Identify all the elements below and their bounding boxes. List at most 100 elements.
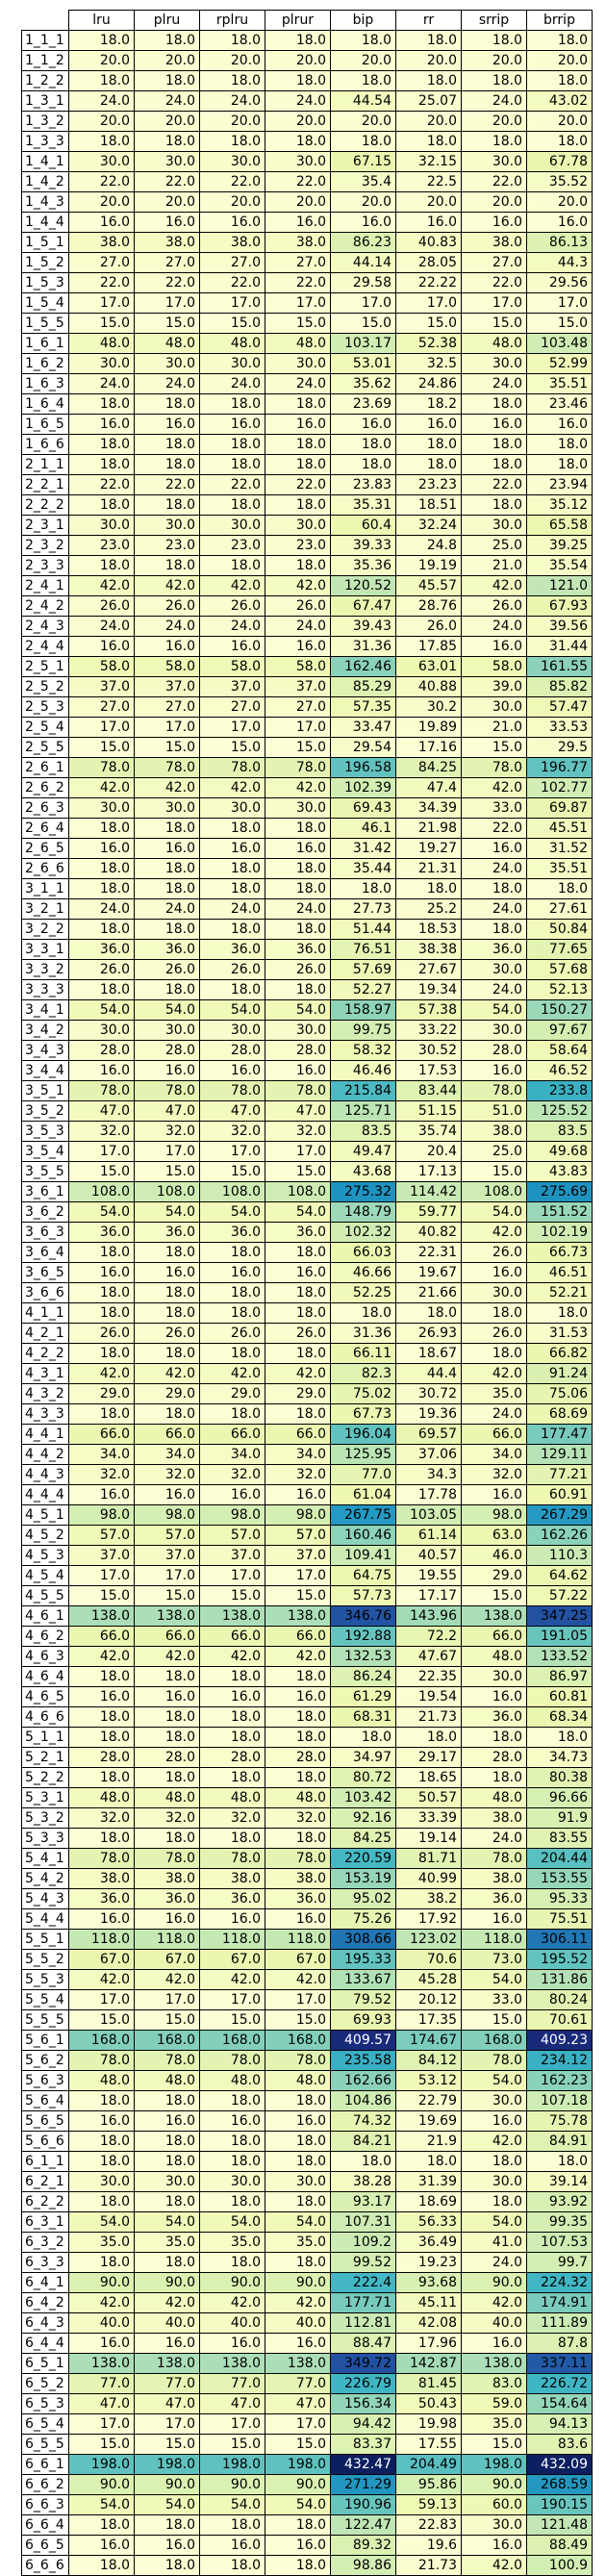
heatmap-cell: 54.0 [461,2211,527,2233]
row-label: 6_3_3 [21,2252,69,2273]
row-label: 5_2_1 [21,1747,69,1768]
heatmap-cell: 17.0 [265,292,331,314]
heatmap-cell: 16.0 [68,1060,135,1081]
heatmap-cell: 26.0 [68,1323,135,1344]
heatmap-cell: 19.23 [395,2252,462,2273]
heatmap-cell: 18.0 [134,555,200,576]
heatmap-cell: 67.0 [68,1949,135,1970]
heatmap-cell: 90.0 [265,2272,331,2293]
table-row: 3_2_2 18.0 18.0 18.0 18.0 51.44 18.53 18.0 50.84 [21,919,593,940]
row-label: 1_5_1 [21,232,69,253]
heatmap-cell: 90.0 [199,2474,265,2495]
heatmap-cell: 30.0 [461,959,527,980]
heatmap-cell: 51.15 [395,1100,462,1122]
heatmap-cell: 42.0 [199,1646,265,1667]
heatmap-cell: 28.76 [395,595,462,617]
heatmap-cell: 32.0 [199,1464,265,1485]
heatmap-cell: 162.26 [526,1525,593,1546]
heatmap-cell: 16.0 [134,2333,200,2354]
row-label: 5_6_2 [21,2050,69,2071]
heatmap-cell: 81.45 [395,2373,462,2394]
heatmap-cell: 54.0 [265,2211,331,2233]
heatmap-cell: 35.31 [330,494,396,516]
heatmap-cell: 33.53 [526,717,593,738]
heatmap-cell: 32.0 [199,1807,265,1829]
heatmap-cell: 18.0 [68,1828,135,1849]
table-row: 2_2_2 18.0 18.0 18.0 18.0 35.31 18.51 18.0 35.12 [21,494,593,516]
table-row: 5_3_1 48.0 48.0 48.0 48.0 103.42 50.57 48.0 96.6… [21,1787,593,1808]
heatmap-cell: 22.0 [68,171,135,192]
heatmap-cell: 52.13 [526,979,593,1000]
heatmap-cell: 22.0 [265,474,331,495]
heatmap-cell: 26.0 [265,595,331,617]
heatmap-cell: 30.0 [199,151,265,172]
heatmap-cell: 190.15 [526,2494,593,2515]
table-row: 5_3_2 32.0 32.0 32.0 32.0 92.16 33.39 38.0 91.9 [21,1807,593,1829]
row-label: 1_3_2 [21,111,69,132]
heatmap-cell: 15.0 [265,313,331,334]
table-row: 1_6_5 16.0 16.0 16.0 16.0 16.0 16.0 16.0 16.0 [21,414,593,435]
heatmap-cell: 18.0 [199,2191,265,2212]
heatmap-cell: 48.0 [199,1787,265,1808]
heatmap-cell: 83.5 [526,1121,593,1142]
heatmap-table: lru plru rplru plrur bip rr srrip brrip … [21,10,593,2576]
heatmap-cell: 26.0 [461,1323,527,1344]
heatmap-cell: 17.0 [134,1141,200,1162]
heatmap-cell: 19.55 [395,1565,462,1586]
heatmap-cell: 54.0 [68,1201,135,1223]
heatmap-cell: 18.0 [199,555,265,576]
heatmap-cell: 38.0 [461,1807,527,1829]
heatmap-cell: 160.46 [330,1525,396,1546]
table-row: 1_5_3 22.0 22.0 22.0 22.0 29.58 22.22 22.0 29.56 [21,272,593,293]
heatmap-cell: 22.0 [265,171,331,192]
heatmap-cell: 95.02 [330,1888,396,1909]
heatmap-cell: 60.91 [526,1484,593,1505]
heatmap-cell: 36.49 [395,2232,462,2253]
heatmap-cell: 48.0 [134,2070,200,2091]
heatmap-cell: 89.32 [330,2535,396,2556]
heatmap-cell: 40.82 [395,1222,462,1243]
heatmap-cell: 29.0 [199,1383,265,1404]
heatmap-cell: 18.0 [461,434,527,455]
heatmap-cell: 18.0 [330,2151,396,2172]
row-label: 3_6_1 [21,1181,69,1202]
table-row: 1_4_2 22.0 22.0 22.0 22.0 35.4 22.5 22.0 35.52 [21,171,593,192]
heatmap-cell: 18.0 [461,393,527,415]
heatmap-cell: 54.0 [134,2494,200,2515]
table-row: 6_5_2 77.0 77.0 77.0 77.0 226.79 81.45 83.0 226.… [21,2373,593,2394]
heatmap-cell: 16.0 [461,1686,527,1707]
heatmap-cell: 18.0 [68,2090,135,2111]
heatmap-cell: 104.86 [330,2090,396,2111]
table-row: 1_6_6 18.0 18.0 18.0 18.0 18.0 18.0 18.0 18.0 [21,434,593,455]
row-label: 3_3_2 [21,959,69,980]
heatmap-cell: 93.68 [395,2272,462,2293]
heatmap-cell: 174.67 [395,2030,462,2051]
heatmap-cell: 21.66 [395,1282,462,1303]
heatmap-cell: 79.52 [330,1989,396,2010]
heatmap-cell: 150.27 [526,999,593,1021]
heatmap-cell: 15.0 [199,737,265,758]
heatmap-cell: 68.69 [526,1403,593,1425]
table-row: 5_2_1 28.0 28.0 28.0 28.0 34.97 29.17 28.0 34.73 [21,1747,593,1768]
heatmap-cell: 27.0 [68,252,135,273]
heatmap-cell: 78.0 [134,757,200,778]
heatmap-cell: 18.0 [199,2555,265,2576]
heatmap-cell: 17.0 [68,717,135,738]
heatmap-cell: 78.0 [265,1080,331,1101]
heatmap-cell: 42.0 [134,1646,200,1667]
heatmap-cell: 18.51 [395,494,462,516]
heatmap-cell: 42.0 [68,1363,135,1384]
heatmap-cell: 18.0 [68,2191,135,2212]
heatmap-cell: 18.0 [461,70,527,91]
row-label: 6_5_2 [21,2373,69,2394]
table-row: 2_2_1 22.0 22.0 22.0 22.0 23.83 23.23 22.0 23.94 [21,474,593,495]
heatmap-cell: 29.17 [395,1747,462,1768]
corner-cell [21,10,69,31]
heatmap-cell: 17.0 [134,1989,200,2010]
heatmap-cell: 52.99 [526,353,593,374]
heatmap-cell: 59.77 [395,1201,462,1223]
heatmap-cell: 18.0 [265,1403,331,1425]
heatmap-cell: 18.0 [526,30,593,51]
heatmap-cell: 15.0 [199,1585,265,1606]
heatmap-cell: 73.0 [461,1949,527,1970]
